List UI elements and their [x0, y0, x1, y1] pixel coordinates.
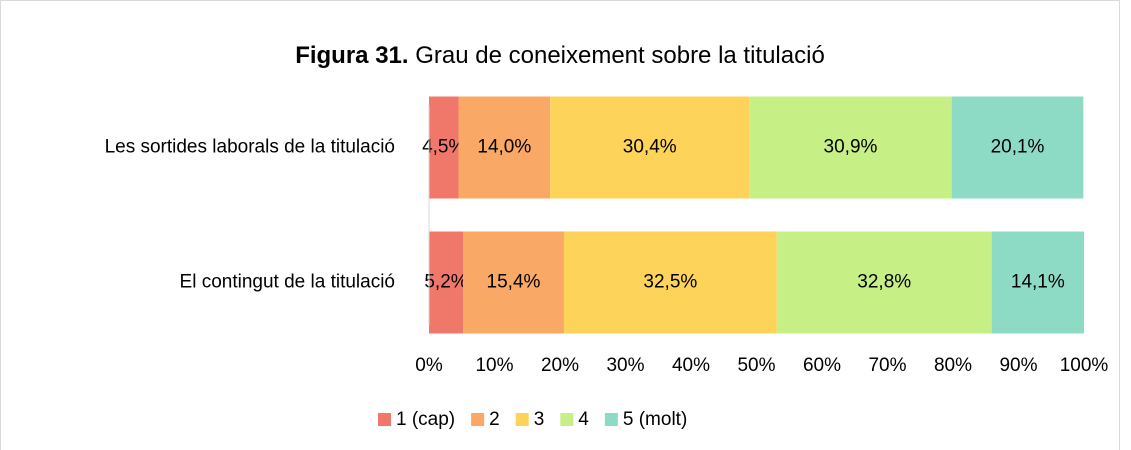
bar-segment: [429, 231, 464, 334]
x-tick-label: 50%: [737, 355, 775, 376]
y-tick-label: Les sortides laborals de la titulació: [105, 137, 395, 158]
x-tick-label: 40%: [672, 355, 710, 376]
bar-segment: [776, 231, 992, 334]
bar-segment: [563, 231, 777, 334]
value-label: 30,9%: [824, 137, 878, 158]
value-label: 20,1%: [991, 137, 1045, 158]
bar-segment: [991, 231, 1084, 334]
chart-title: Figura 31. Grau de coneixement sobre la …: [295, 42, 825, 69]
x-tick-label: 30%: [606, 355, 644, 376]
legend-label: 4: [578, 409, 589, 430]
x-tick-label: 0%: [415, 355, 443, 376]
title-label: Figura 31.: [295, 42, 408, 69]
value-label: 14,0%: [477, 137, 531, 158]
value-label: 15,4%: [487, 272, 541, 293]
legend-swatch: [515, 413, 529, 426]
value-label: 4,5%: [422, 137, 465, 158]
legend-swatch: [560, 413, 574, 426]
bar-segment: [458, 96, 551, 199]
value-label: 5,2%: [424, 272, 467, 293]
value-label: 14,1%: [1011, 272, 1065, 293]
y-tick-label: El contingut de la titulació: [180, 272, 395, 293]
value-label: 30,4%: [623, 137, 677, 158]
bar-segment: [429, 96, 459, 199]
x-tick-label: 70%: [868, 355, 906, 376]
title-text: Grau de coneixement sobre la titulació: [415, 42, 825, 69]
x-tick-label: 80%: [934, 355, 972, 376]
bar-segment: [749, 96, 952, 199]
legend-label: 2: [489, 409, 500, 430]
legend-label: 1 (cap): [396, 409, 455, 430]
x-tick-label: 90%: [999, 355, 1037, 376]
legend-swatch: [604, 413, 618, 426]
value-label: 32,8%: [857, 272, 911, 293]
legend-swatch: [471, 413, 485, 426]
bar-segment: [951, 96, 1084, 199]
x-tick-label: 20%: [541, 355, 579, 376]
bar-segment: [550, 96, 750, 199]
bar-segment: [463, 231, 564, 334]
legend-label: 5 (molt): [623, 409, 687, 430]
x-tick-label: 10%: [475, 355, 513, 376]
legend-label: 3: [534, 409, 545, 430]
x-tick-label: 100%: [1060, 355, 1109, 376]
legend-swatch: [378, 413, 391, 426]
x-tick-label: 60%: [803, 355, 841, 376]
value-label: 32,5%: [643, 272, 697, 293]
